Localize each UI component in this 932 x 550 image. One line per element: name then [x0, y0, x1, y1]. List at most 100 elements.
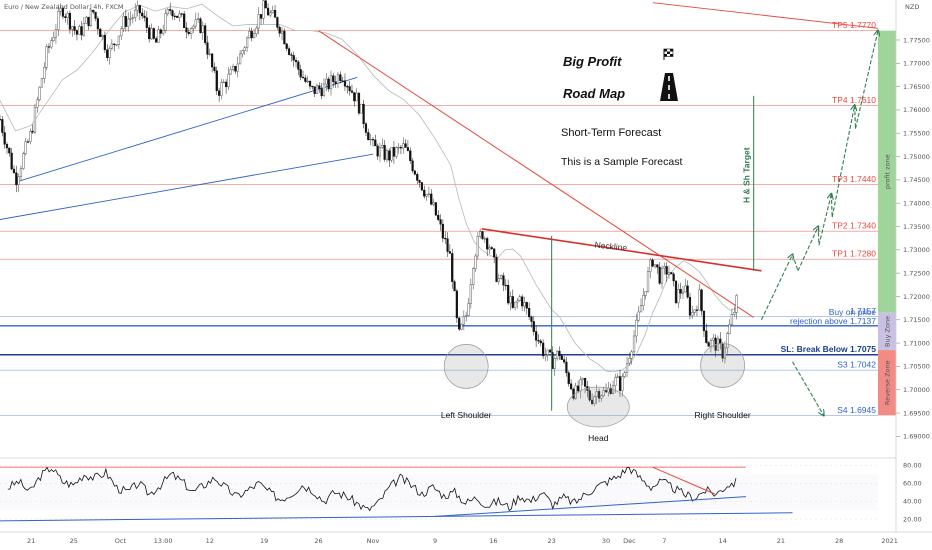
candle-body — [285, 43, 288, 49]
candle-body — [245, 37, 249, 48]
candle-body — [194, 19, 197, 27]
candle-body — [658, 266, 661, 284]
candle-body — [322, 83, 326, 97]
chart-symbol-label: Euro / New Zealand Dollar, 4h, FXCM — [4, 3, 123, 11]
candle-body — [388, 150, 391, 161]
candle-body — [486, 238, 489, 250]
y-tick-label-16: 1.69500 — [903, 409, 930, 417]
candle-body — [677, 289, 680, 304]
candle-body — [61, 7, 65, 17]
candle-body — [425, 194, 428, 197]
candle-body — [542, 342, 545, 357]
candle-body — [129, 18, 132, 20]
candle-body — [54, 29, 58, 38]
candle-body — [465, 315, 468, 317]
zone-2 — [878, 350, 896, 416]
candle-body — [136, 5, 139, 11]
candle-body — [208, 53, 211, 55]
y-tick-label-12: 1.71500 — [903, 316, 930, 324]
candle-body — [712, 337, 715, 341]
candle-body — [276, 17, 279, 28]
candle-body — [446, 238, 449, 252]
candle-body — [78, 26, 81, 35]
zone-label-0: profit zone — [884, 154, 892, 189]
candle-body — [693, 309, 696, 313]
candle-body — [187, 31, 190, 34]
candle-body — [92, 9, 95, 13]
osc-tick-label-3: 20.00 — [903, 515, 922, 523]
candle-body — [395, 147, 398, 157]
candle-body — [602, 390, 605, 396]
candle-body — [31, 130, 34, 133]
candle-body — [518, 296, 521, 301]
candle-body — [283, 30, 286, 45]
candle-body — [509, 296, 512, 304]
candle-body — [639, 305, 643, 313]
candle-body — [416, 174, 419, 181]
x-tick-label-14: 14 — [718, 537, 726, 545]
candle-body — [490, 247, 493, 250]
candle-body — [26, 141, 30, 143]
candle-body — [632, 335, 636, 353]
candle-body — [262, 0, 265, 19]
candle-body — [3, 132, 6, 145]
candle-body — [719, 338, 722, 345]
oscillator-red-trend — [652, 466, 716, 495]
candle-body — [504, 284, 507, 287]
candle-body — [145, 17, 148, 28]
candle-body — [427, 193, 430, 195]
candle-body — [569, 383, 573, 390]
candle-body — [197, 18, 200, 20]
candle-body — [649, 259, 652, 272]
x-tick-label-0: 21 — [27, 537, 35, 545]
candle-body — [660, 267, 664, 284]
blue-trendline-upper — [15, 76, 358, 183]
candle-body — [579, 379, 582, 392]
candle-body — [453, 281, 456, 292]
candle-body — [691, 312, 694, 316]
candle-body — [29, 130, 32, 143]
candle-body — [66, 13, 69, 18]
level-label-TP1: TP1 1.7280 — [832, 249, 876, 259]
candle-body — [1, 119, 4, 133]
candle-body — [169, 9, 172, 11]
candle-body — [546, 349, 549, 355]
level-label-buy: Buy on price — [829, 307, 877, 317]
candle-body — [297, 61, 300, 70]
candle-body — [229, 69, 232, 75]
candle-body — [120, 28, 123, 37]
candle-body — [460, 323, 463, 330]
candle-body — [653, 264, 657, 267]
candle-body — [306, 80, 309, 83]
candle-body — [271, 10, 274, 13]
candle-body — [185, 27, 188, 33]
candle-body — [50, 40, 53, 48]
candle-body — [385, 150, 389, 160]
candle-body — [290, 54, 293, 56]
candle-body — [353, 92, 356, 102]
currency-label: NZD — [905, 3, 919, 11]
candle-body — [549, 349, 552, 353]
candle-body — [562, 359, 566, 363]
projection-segment — [760, 254, 792, 321]
candle-body — [124, 16, 127, 27]
oscillator-baseline — [0, 512, 793, 522]
candle-body — [733, 312, 736, 315]
level-label-S3: S3 1.7042 — [837, 360, 876, 370]
candle-body — [59, 7, 62, 12]
candle-body — [141, 12, 144, 17]
candle-body — [369, 138, 372, 141]
candle-body — [341, 80, 344, 82]
candle-body — [236, 63, 239, 72]
candle-body — [152, 28, 155, 39]
x-tick-label-10: 23 — [548, 537, 556, 545]
projection-segment — [818, 194, 831, 246]
level-label-level-17157: 1.7157 — [850, 306, 876, 316]
candle-body — [266, 7, 270, 16]
candle-body — [565, 361, 568, 373]
candle-body — [695, 309, 699, 311]
candle-body — [103, 34, 106, 51]
neckline-label: Neckline — [594, 240, 628, 253]
y-tick-label-17: 1.69000 — [903, 433, 930, 441]
candle-body — [199, 18, 202, 33]
